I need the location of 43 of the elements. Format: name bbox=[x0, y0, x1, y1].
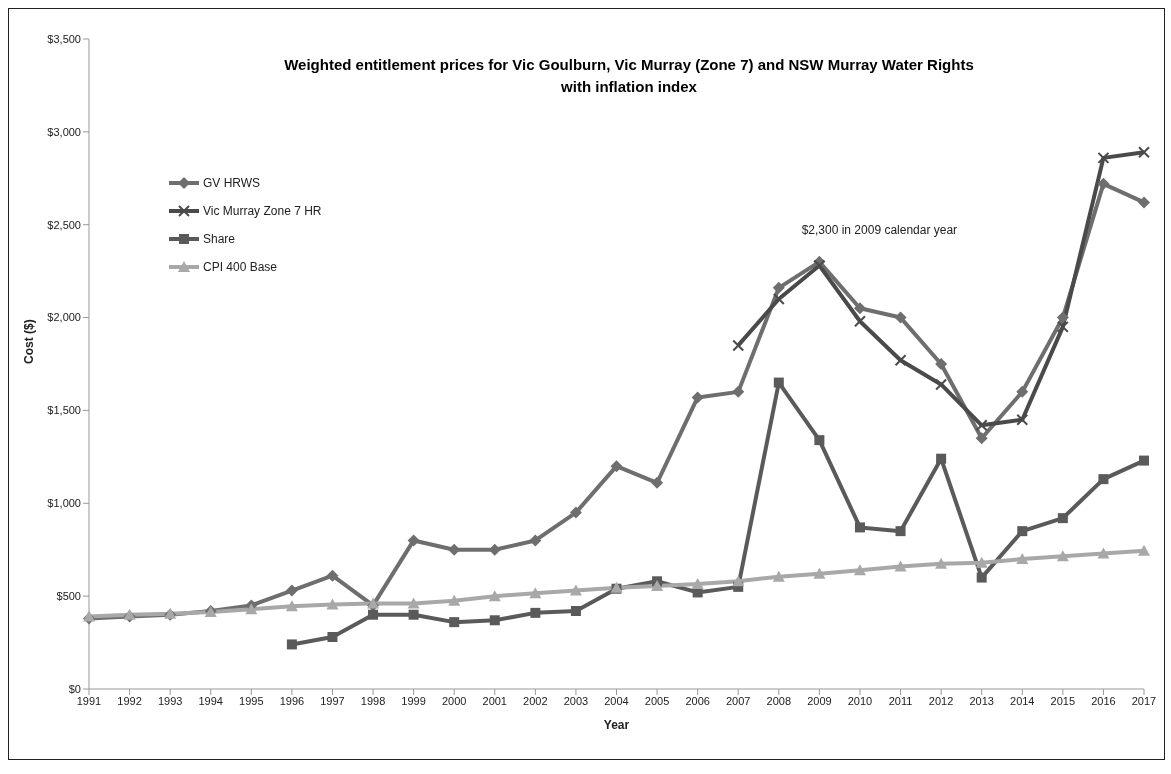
x-axis-title: Year bbox=[603, 718, 630, 732]
legend-label: Share bbox=[203, 232, 236, 246]
x-tick-label: 2011 bbox=[888, 694, 913, 707]
x-tick-label: 2004 bbox=[604, 694, 629, 707]
y-tick-label: $0 bbox=[68, 682, 81, 695]
legend-label: GV HRWS bbox=[203, 176, 261, 190]
x-tick-label: 2005 bbox=[644, 694, 670, 707]
x-tick-label: 2008 bbox=[766, 694, 792, 707]
x-tick-label: 2010 bbox=[847, 694, 873, 707]
x-tick-label: 1999 bbox=[401, 694, 426, 707]
x-tick-label: 1994 bbox=[198, 694, 223, 707]
x-tick-label: 1997 bbox=[320, 694, 345, 707]
x-tick-label: 1993 bbox=[157, 694, 183, 707]
y-tick-label: $3,500 bbox=[47, 32, 81, 45]
legend-label: CPI 400 Base bbox=[203, 260, 278, 274]
x-tick-label: 1991 bbox=[76, 694, 102, 707]
x-tick-label: 2017 bbox=[1131, 694, 1157, 707]
x-tick-label: 1992 bbox=[117, 694, 142, 707]
y-tick-label: $3,000 bbox=[47, 125, 81, 138]
x-tick-label: 1995 bbox=[239, 694, 264, 707]
x-tick-label: 2009 bbox=[807, 694, 832, 707]
x-tick-label: 2001 bbox=[482, 694, 508, 707]
y-tick-label: $1,000 bbox=[47, 497, 81, 510]
x-tick-label: 2006 bbox=[685, 694, 710, 707]
x-tick-label: 2015 bbox=[1050, 694, 1076, 707]
x-tick-label: 1998 bbox=[360, 694, 386, 707]
y-tick-label: $2,500 bbox=[47, 218, 81, 231]
x-tick-label: 2012 bbox=[928, 694, 954, 707]
y-tick-label: $500 bbox=[56, 590, 81, 603]
y-tick-label: $2,000 bbox=[47, 311, 81, 324]
x-tick-label: 2000 bbox=[441, 694, 467, 707]
x-tick-label: 2013 bbox=[969, 694, 994, 707]
legend-label: Vic Murray Zone 7 HR bbox=[203, 204, 322, 218]
annotation: $2,300 in 2009 calendar year bbox=[801, 222, 958, 237]
x-tick-label: 2014 bbox=[1010, 694, 1035, 707]
y-tick-label: $1,500 bbox=[47, 404, 81, 417]
x-tick-label: 2016 bbox=[1091, 694, 1116, 707]
x-tick-label: 2007 bbox=[725, 694, 751, 707]
text: Weighted entitlement prices for Vic Goulburn, Vic Murray (Zone 7) and NSW Murray Water Rights with inflation index bbox=[283, 55, 975, 97]
x-tick-label: 1996 bbox=[279, 694, 305, 707]
x-tick-label: 2002 bbox=[523, 694, 548, 707]
y-axis-title: Cost ($) bbox=[22, 319, 37, 364]
x-tick-label: 2003 bbox=[563, 694, 589, 707]
